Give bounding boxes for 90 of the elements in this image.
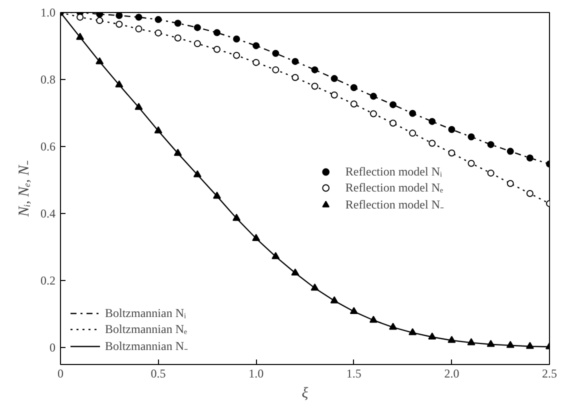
y-tick-label: 0.2 xyxy=(40,274,56,288)
y-tick-label: 1.0 xyxy=(40,6,56,20)
point xyxy=(174,20,182,27)
point xyxy=(409,110,416,117)
point xyxy=(291,268,300,276)
point xyxy=(96,57,104,64)
y-tick-label: 0.4 xyxy=(40,206,56,221)
point xyxy=(448,149,456,156)
point xyxy=(272,252,280,260)
point xyxy=(369,316,378,323)
point xyxy=(310,284,319,291)
point xyxy=(390,101,397,108)
point xyxy=(154,29,162,36)
point xyxy=(154,126,162,134)
point xyxy=(76,14,84,21)
point xyxy=(448,336,456,343)
point xyxy=(467,338,476,346)
point xyxy=(252,42,260,50)
point xyxy=(134,102,143,110)
point xyxy=(232,214,241,221)
point xyxy=(193,170,202,178)
point xyxy=(252,234,260,241)
point xyxy=(370,92,377,100)
y-tick-label: 0 xyxy=(50,340,56,355)
legend-label: Boltzmannian N₋ xyxy=(105,338,188,354)
point xyxy=(330,296,338,304)
point xyxy=(174,34,182,42)
point xyxy=(408,328,417,336)
point xyxy=(428,140,436,147)
point xyxy=(526,190,534,198)
point xyxy=(213,46,220,53)
point xyxy=(212,192,221,199)
point xyxy=(330,75,338,82)
x-tick-label: 2.5 xyxy=(542,366,557,380)
point xyxy=(115,80,124,88)
point xyxy=(135,25,142,32)
point xyxy=(350,84,358,92)
point xyxy=(252,58,260,66)
point xyxy=(506,148,514,155)
point xyxy=(428,118,436,125)
point xyxy=(370,110,377,118)
point xyxy=(350,100,358,108)
point xyxy=(487,141,494,148)
point xyxy=(506,340,514,348)
x-tick-label: 1.5 xyxy=(346,366,362,380)
point xyxy=(468,133,475,140)
point xyxy=(389,322,398,330)
point xyxy=(194,40,201,48)
y-axis-title: Nᵢ, Nₑ, N₋ xyxy=(16,160,32,218)
point xyxy=(213,29,220,36)
point xyxy=(154,16,162,24)
point xyxy=(526,154,534,162)
point xyxy=(96,17,104,24)
point xyxy=(350,306,358,314)
legend-label: Reflection model Nₑ xyxy=(345,180,444,196)
point xyxy=(292,58,299,65)
y-tick-label: 0.6 xyxy=(40,140,56,154)
point xyxy=(116,20,123,28)
point xyxy=(233,52,240,59)
point xyxy=(174,148,182,156)
x-tick-label: 2.0 xyxy=(444,366,460,380)
point xyxy=(272,66,280,74)
point xyxy=(428,332,436,340)
point xyxy=(487,170,494,177)
point xyxy=(486,340,495,347)
point xyxy=(96,12,104,18)
x-tick-label: 0.5 xyxy=(150,366,166,380)
point xyxy=(116,12,123,20)
y-tick-label: 0.8 xyxy=(40,72,56,87)
x-axis-title: ξ xyxy=(302,386,309,402)
point xyxy=(135,14,142,21)
point xyxy=(233,35,240,42)
point xyxy=(272,50,280,57)
point xyxy=(468,160,475,167)
point xyxy=(330,91,338,98)
legend-label: Boltzmannian Nₑ xyxy=(105,321,188,337)
point xyxy=(506,180,514,187)
legend-label: Reflection model Nᵢ xyxy=(345,164,442,180)
point xyxy=(448,126,456,133)
point xyxy=(390,120,397,127)
point xyxy=(526,342,534,349)
x-tick-label: 1.0 xyxy=(248,366,264,380)
legend-label: Reflection model N₋ xyxy=(345,196,444,212)
point xyxy=(194,24,201,32)
point xyxy=(292,74,299,82)
legend-label: Boltzmannian Nᵢ xyxy=(105,305,186,321)
point xyxy=(311,82,318,90)
point xyxy=(76,32,84,40)
point xyxy=(311,66,318,74)
point xyxy=(409,130,416,137)
